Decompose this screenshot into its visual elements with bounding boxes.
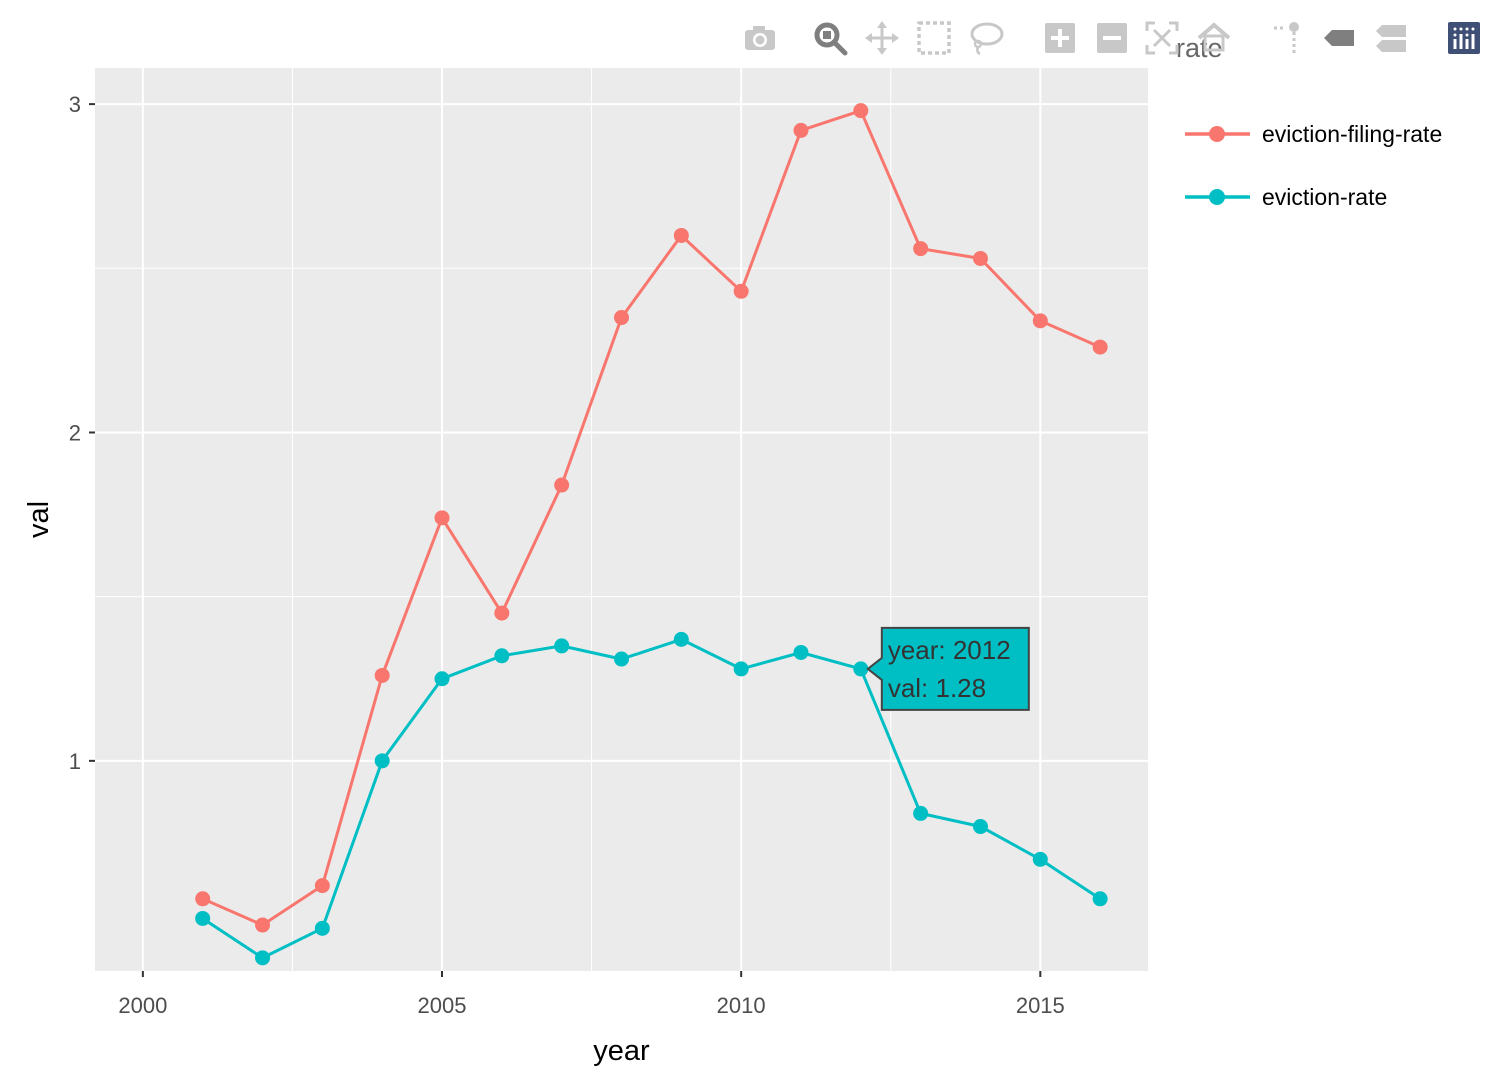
- plotly-logo-icon: [1448, 22, 1480, 54]
- data-point[interactable]: [374, 753, 390, 769]
- spike-lines-icon: [1274, 22, 1299, 54]
- data-point[interactable]: [1032, 313, 1048, 329]
- data-point[interactable]: [255, 950, 271, 966]
- data-point[interactable]: [374, 667, 390, 683]
- camera-button[interactable]: [738, 16, 782, 60]
- hover-closest-button[interactable]: [1316, 16, 1360, 60]
- data-point[interactable]: [913, 241, 929, 257]
- data-point[interactable]: [733, 661, 749, 677]
- data-point[interactable]: [972, 819, 988, 835]
- reset-axes-button[interactable]: [1192, 16, 1236, 60]
- camera-icon: [745, 26, 775, 50]
- x-tick-label: 2010: [717, 993, 766, 1018]
- data-point[interactable]: [255, 917, 271, 933]
- zoom-out-button[interactable]: [1090, 16, 1134, 60]
- data-point[interactable]: [1092, 891, 1108, 907]
- data-point[interactable]: [673, 227, 689, 243]
- data-point[interactable]: [793, 122, 809, 138]
- data-point[interactable]: [434, 671, 450, 687]
- tooltip-line-val: val: 1.28: [888, 673, 986, 703]
- data-point[interactable]: [314, 878, 330, 894]
- zoom-in-icon: [1045, 23, 1075, 53]
- x-tick-label: 2015: [1016, 993, 1065, 1018]
- hover-compare-button[interactable]: [1368, 16, 1412, 60]
- box-select-button[interactable]: [912, 16, 956, 60]
- legend-marker-swatch: [1209, 126, 1225, 142]
- hover-compare-icon: [1376, 25, 1406, 52]
- data-point[interactable]: [314, 920, 330, 936]
- series-eviction-filing-rate: [195, 103, 1108, 933]
- autoscale-icon: [1145, 21, 1179, 55]
- legend-item-eviction-rate[interactable]: eviction-rate: [1185, 184, 1387, 210]
- spike-lines-button[interactable]: [1266, 16, 1310, 60]
- data-point[interactable]: [733, 283, 749, 299]
- legend-item-eviction-filing-rate[interactable]: eviction-filing-rate: [1185, 121, 1442, 147]
- plotly-logo-button[interactable]: [1442, 16, 1486, 60]
- pan-icon: [865, 21, 899, 55]
- data-point[interactable]: [1092, 339, 1108, 355]
- zoom-button[interactable]: [808, 16, 852, 60]
- tooltip-box: [866, 626, 1030, 711]
- lasso-select-icon: [970, 22, 1004, 56]
- data-point[interactable]: [1032, 851, 1048, 867]
- reset-axes-icon: [1197, 22, 1231, 52]
- data-point[interactable]: [554, 638, 570, 654]
- data-point[interactable]: [972, 250, 988, 266]
- zoom-in-button[interactable]: [1038, 16, 1082, 60]
- y-tick-label: 1: [69, 749, 81, 774]
- series-line: [202, 109, 1101, 927]
- hover-closest-icon: [1324, 30, 1354, 46]
- x-axis-title: year: [593, 1035, 650, 1067]
- legend-label: eviction-rate: [1262, 184, 1387, 210]
- data-point[interactable]: [614, 651, 629, 667]
- autoscale-button[interactable]: [1140, 16, 1184, 60]
- y-tick-label: 3: [69, 92, 81, 117]
- x-tick-label: 2000: [118, 993, 167, 1018]
- data-point[interactable]: [614, 310, 629, 326]
- zoom-icon: [814, 22, 848, 56]
- lasso-select-button[interactable]: [964, 16, 1008, 60]
- data-point[interactable]: [494, 648, 510, 664]
- y-tick-label: 2: [69, 420, 81, 445]
- data-point[interactable]: [673, 631, 689, 647]
- x-tick-label: 2005: [418, 993, 467, 1018]
- data-point[interactable]: [793, 644, 809, 660]
- data-point[interactable]: [554, 477, 570, 493]
- data-point[interactable]: [195, 891, 211, 907]
- hover-tooltip: year: 2012 val: 1.28: [866, 626, 1030, 711]
- box-select-icon: [917, 21, 951, 55]
- data-point[interactable]: [853, 661, 869, 677]
- data-point[interactable]: [913, 805, 929, 821]
- data-point[interactable]: [434, 510, 450, 526]
- y-axis-title: val: [23, 501, 55, 538]
- data-point[interactable]: [853, 103, 869, 119]
- pan-button[interactable]: [860, 16, 904, 60]
- tooltip-line-year: year: 2012: [888, 635, 1011, 665]
- legend-label: eviction-filing-rate: [1262, 121, 1442, 147]
- zoom-out-icon: [1097, 23, 1127, 53]
- legend-marker-swatch: [1209, 189, 1225, 205]
- series-eviction-rate: [195, 631, 1108, 966]
- series-line: [201, 637, 1101, 960]
- data-point[interactable]: [494, 605, 510, 621]
- plot-panel[interactable]: [95, 68, 1148, 971]
- data-point[interactable]: [195, 910, 211, 926]
